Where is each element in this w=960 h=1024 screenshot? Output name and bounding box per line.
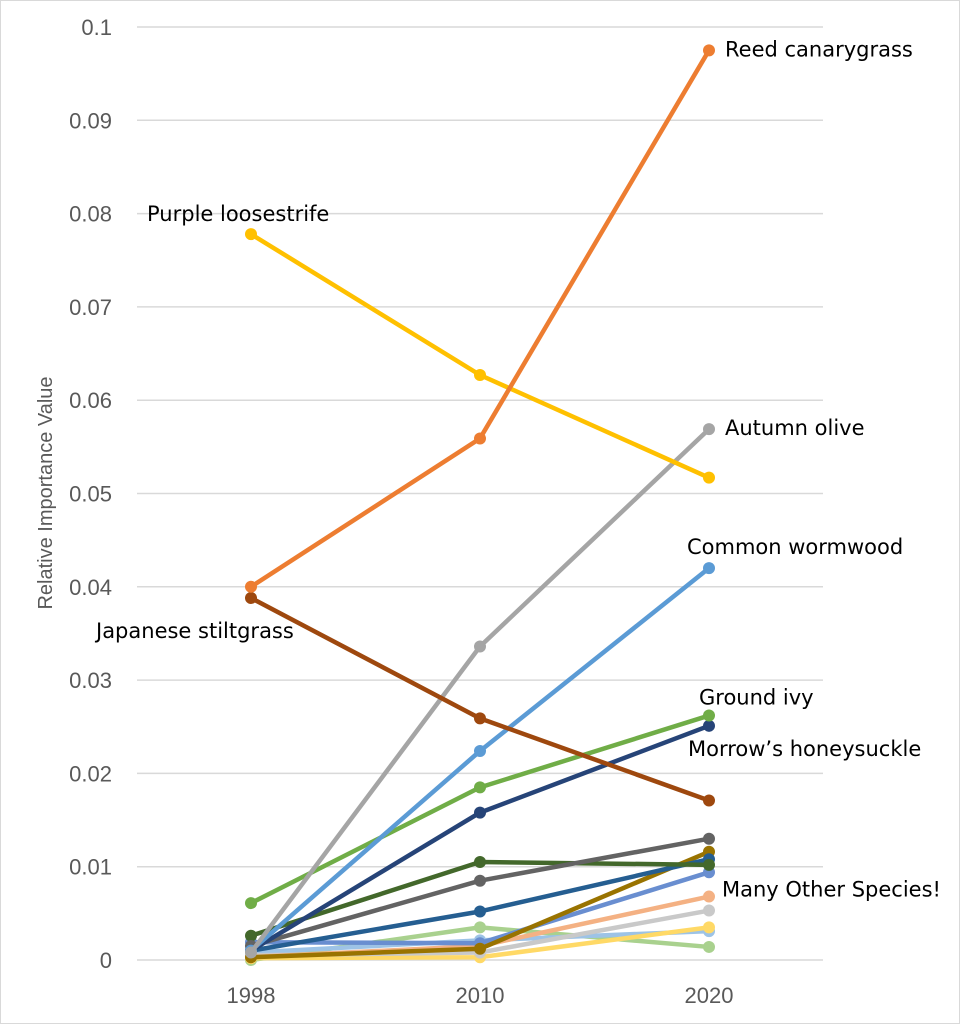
annotation-label: Reed canarygrass — [725, 37, 913, 61]
series-line — [248, 48, 712, 590]
data-point — [474, 781, 486, 794]
y-tick-label: 0.07 — [69, 295, 112, 320]
data-point — [703, 44, 715, 57]
data-point — [703, 890, 715, 903]
data-point — [703, 794, 715, 807]
data-point — [245, 591, 257, 604]
series-japanese-stiltgrass — [245, 591, 715, 807]
data-point — [474, 806, 486, 819]
y-tick-label: 0 — [100, 948, 112, 973]
data-point — [245, 946, 257, 959]
data-point — [245, 929, 257, 942]
data-point — [703, 858, 715, 871]
data-point — [703, 471, 715, 484]
x-tick-label: 1998 — [227, 983, 276, 1008]
y-tick-label: 0.04 — [69, 575, 112, 600]
series-purple-loosestrife — [245, 228, 715, 484]
y-tick-label: 0.01 — [69, 855, 112, 880]
series-line — [248, 595, 712, 803]
data-point — [703, 562, 715, 575]
data-point — [703, 709, 715, 722]
annotation-label: Many Other Species! — [722, 878, 941, 902]
y-axis-title: Relative Importance Value — [35, 376, 57, 609]
series-autumn-olive — [245, 423, 715, 959]
x-axis-ticks: 1998 2010 2020 — [227, 983, 734, 1008]
y-axis-ticks: 0 0.01 0.02 0.03 0.04 0.05 0.06 0.07 0.08 0.09 0.1 — [69, 15, 112, 973]
annotation-label: Japanese stiltgrass — [94, 619, 294, 643]
data-point — [474, 921, 486, 934]
data-point — [474, 432, 486, 445]
data-point — [474, 745, 486, 758]
gridlines — [137, 26, 823, 961]
y-tick-label: 0.1 — [81, 15, 112, 40]
data-point — [474, 856, 486, 869]
data-point — [703, 940, 715, 953]
x-tick-label: 2020 — [685, 983, 734, 1008]
data-point — [474, 905, 486, 918]
series-ground-ivy — [245, 709, 715, 910]
y-tick-label: 0.05 — [69, 482, 112, 507]
data-point — [245, 580, 257, 593]
x-tick-label: 2010 — [456, 983, 505, 1008]
annotations: Reed canarygrass Purple loosestrife Autumn… — [94, 37, 941, 901]
data-point — [474, 712, 486, 725]
data-point — [703, 921, 715, 934]
series-dark-gray-species — [245, 832, 715, 953]
series-dark-green-species — [245, 856, 715, 942]
data-point — [703, 719, 715, 732]
data-point — [474, 640, 486, 653]
data-point — [703, 423, 715, 436]
annotation-label: Ground ivy — [699, 686, 814, 710]
data-point — [703, 904, 715, 917]
annotation-label: Purple loosestrife — [147, 202, 329, 226]
data-point — [245, 897, 257, 910]
annotation-label: Morrow’s honeysuckle — [688, 737, 921, 761]
data-point — [474, 369, 486, 382]
series-lines — [245, 44, 715, 966]
y-tick-label: 0.03 — [69, 668, 112, 693]
y-tick-label: 0.08 — [69, 202, 112, 227]
data-point — [245, 228, 257, 241]
series-common-wormwood — [245, 562, 715, 957]
data-point — [474, 874, 486, 887]
annotation-label: Common wormwood — [687, 535, 903, 559]
data-point — [474, 942, 486, 955]
series-reed-canarygrass — [245, 44, 715, 593]
y-tick-label: 0.02 — [69, 761, 112, 786]
data-point — [703, 832, 715, 845]
annotation-label: Autumn olive — [725, 416, 865, 440]
y-tick-label: 0.09 — [69, 108, 112, 133]
y-tick-label: 0.06 — [69, 388, 112, 413]
